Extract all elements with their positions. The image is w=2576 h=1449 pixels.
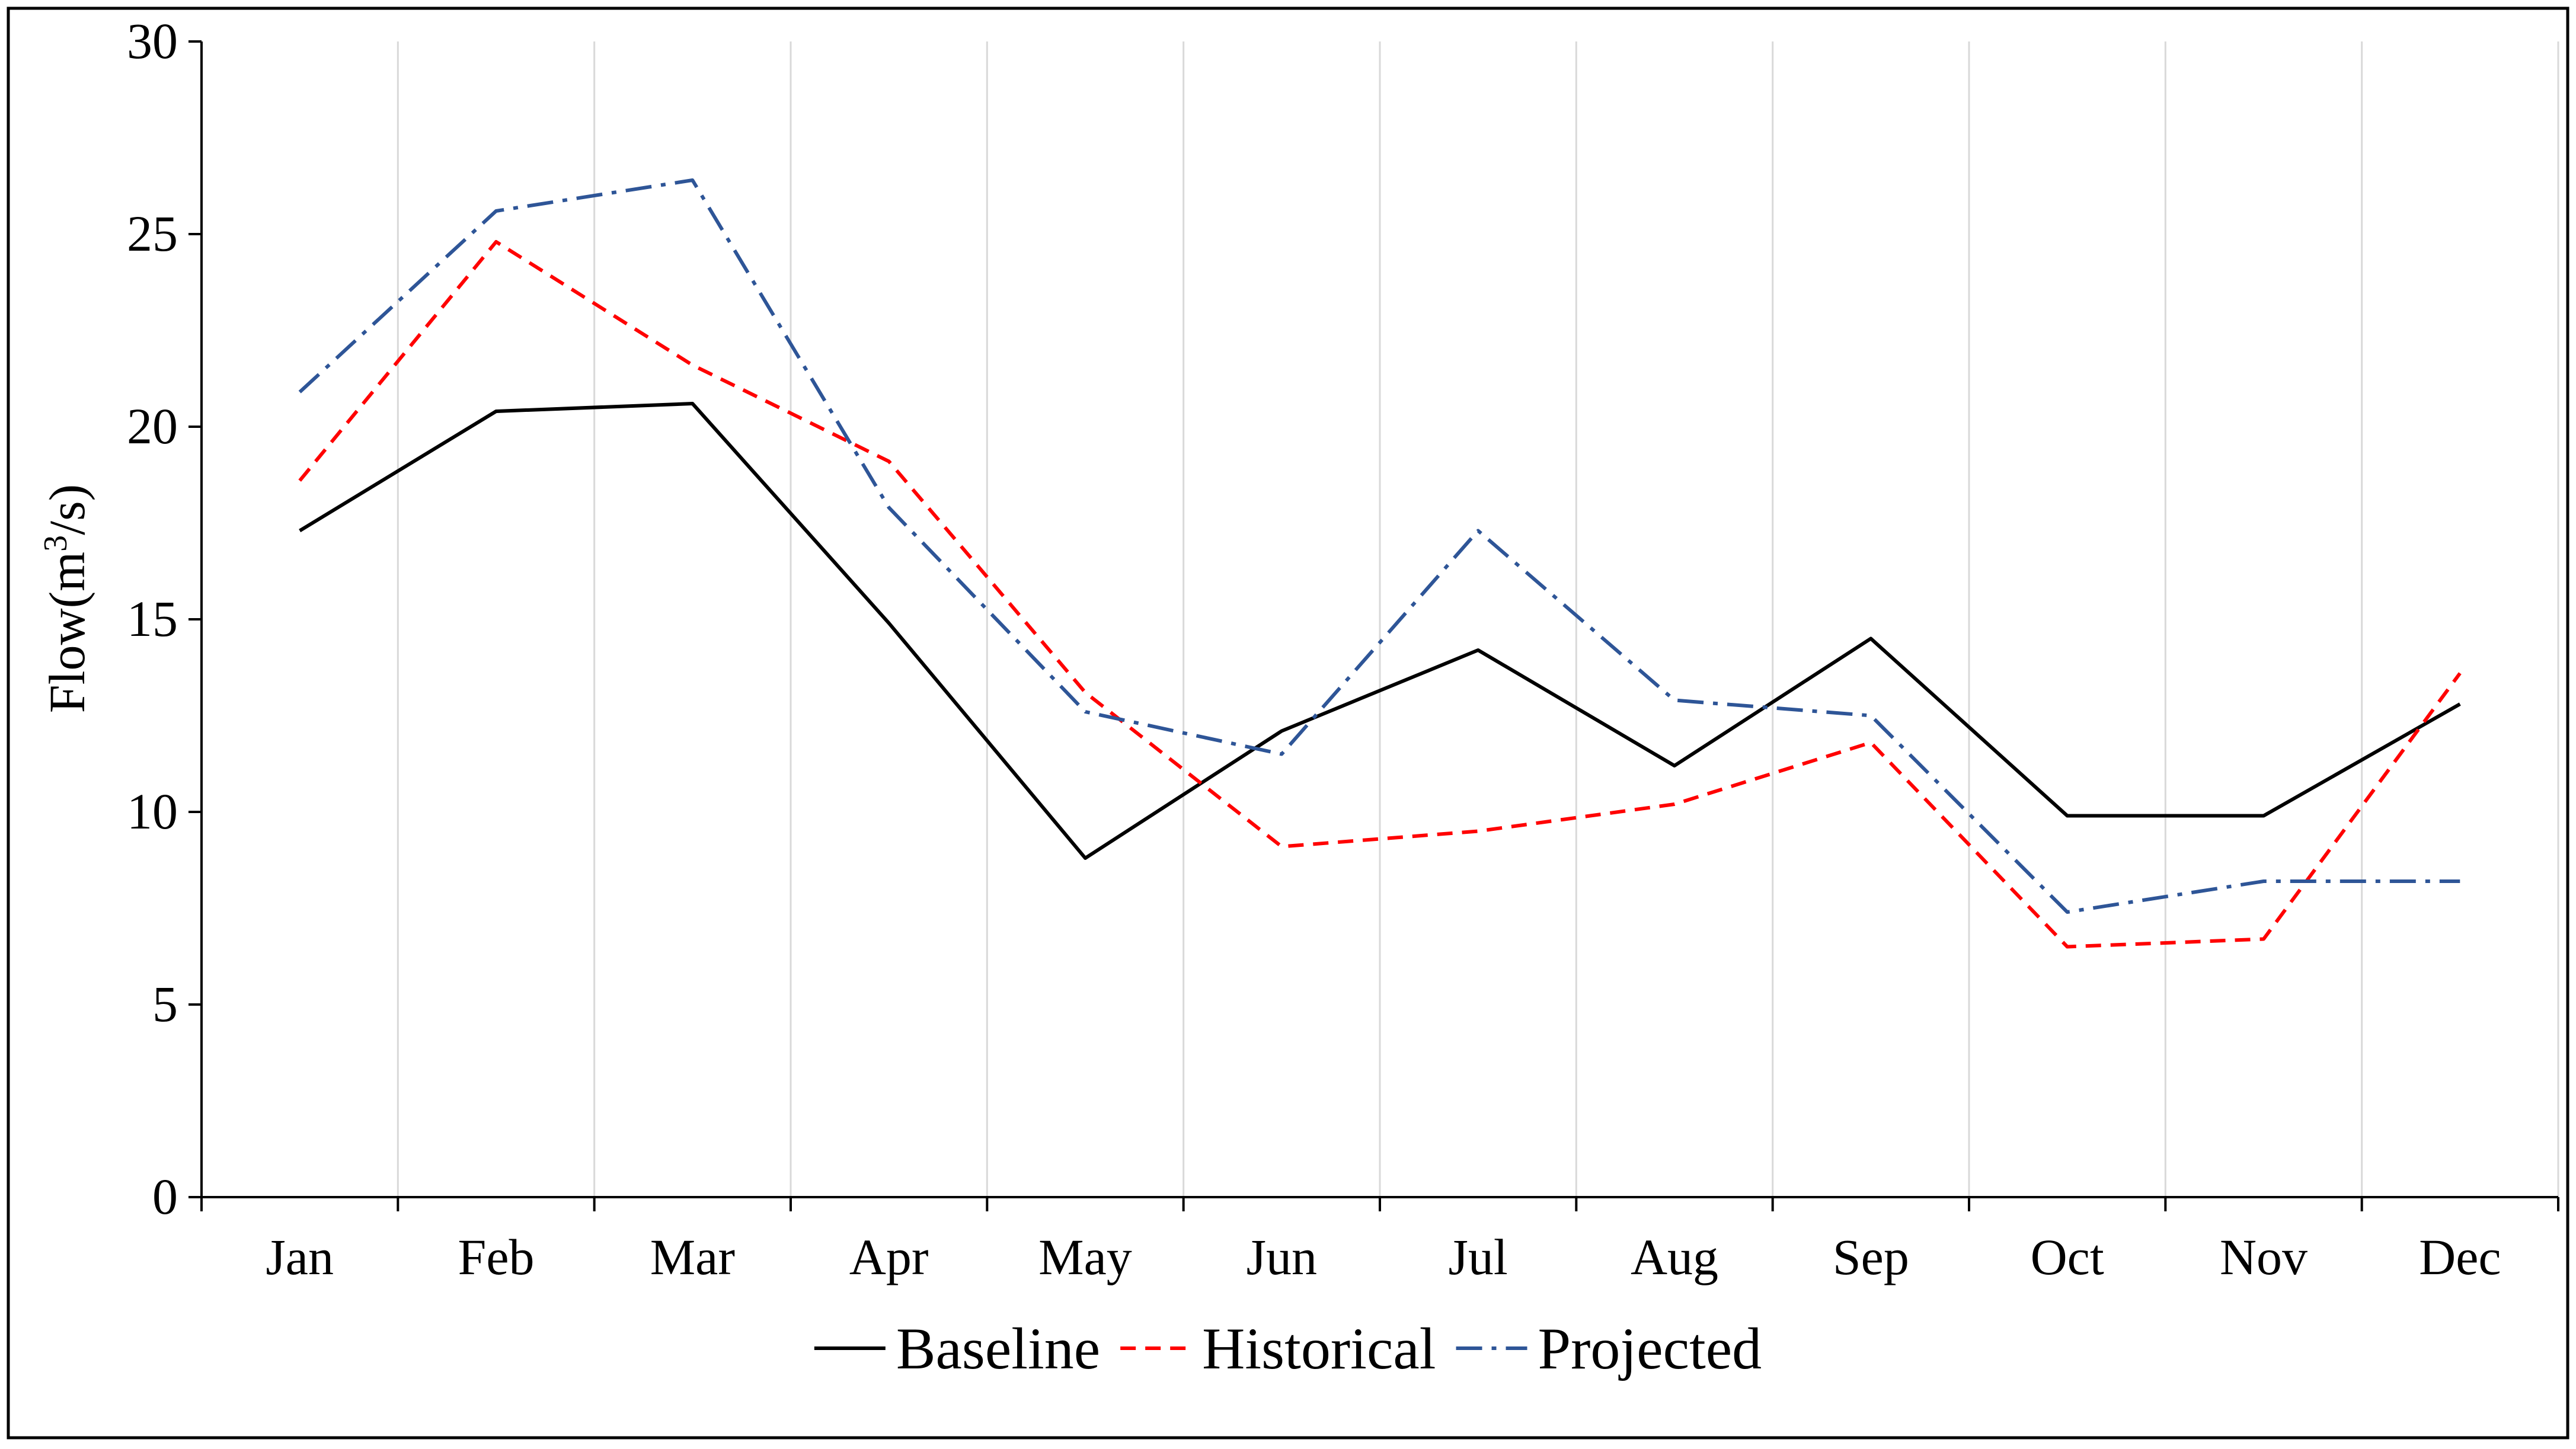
series-line-baseline [299, 402, 2461, 860]
x-tick-label: Nov [2220, 1229, 2307, 1285]
y-axis-title-sup: 3 [37, 535, 74, 552]
axes [188, 40, 2559, 1211]
legend-label-baseline: Baseline [896, 1316, 1100, 1381]
y-tick-label: 30 [127, 12, 178, 69]
series-line-historical [298, 240, 2462, 949]
y-tick-label: 15 [127, 590, 178, 647]
tick-labels: 0 5 10 15 20 25 30 Jan Feb Mar Apr May Jun Jul Aug Sep O… [127, 12, 2501, 1285]
series-lines [298, 178, 2462, 949]
x-tick-label: Apr [849, 1229, 929, 1285]
x-tick-label: May [1038, 1229, 1132, 1285]
x-tick-label: Jan [266, 1229, 334, 1285]
series-line-projected [298, 178, 2460, 914]
y-axis-title: Flow(m3/s) [37, 484, 95, 713]
x-tick-label: Oct [2031, 1229, 2104, 1285]
y-tick-label: 10 [127, 783, 178, 840]
legend-label-historical: Historical [1202, 1316, 1436, 1381]
legend-label-projected: Projected [1538, 1316, 1762, 1381]
y-tick-label: 25 [127, 205, 178, 262]
y-tick-label: 5 [152, 975, 178, 1032]
x-tick-label: Feb [458, 1229, 535, 1285]
x-tick-label: Aug [1631, 1229, 1718, 1285]
x-tick-label: Dec [2419, 1229, 2501, 1285]
x-tick-label: Jun [1247, 1229, 1317, 1285]
x-tick-label: Sep [1833, 1229, 1909, 1285]
y-tick-label: 0 [152, 1168, 178, 1225]
legend: Baseline Historical Projected [814, 1316, 1762, 1381]
x-tick-label: Mar [650, 1229, 735, 1285]
y-axis-title-base: Flow(m [39, 552, 95, 713]
outer-frame [7, 7, 2569, 1440]
y-tick-label: 20 [127, 398, 178, 455]
y-axis-title-tail: /s) [39, 484, 95, 535]
x-tick-label: Jul [1448, 1229, 1507, 1285]
gridlines [397, 41, 2559, 1197]
